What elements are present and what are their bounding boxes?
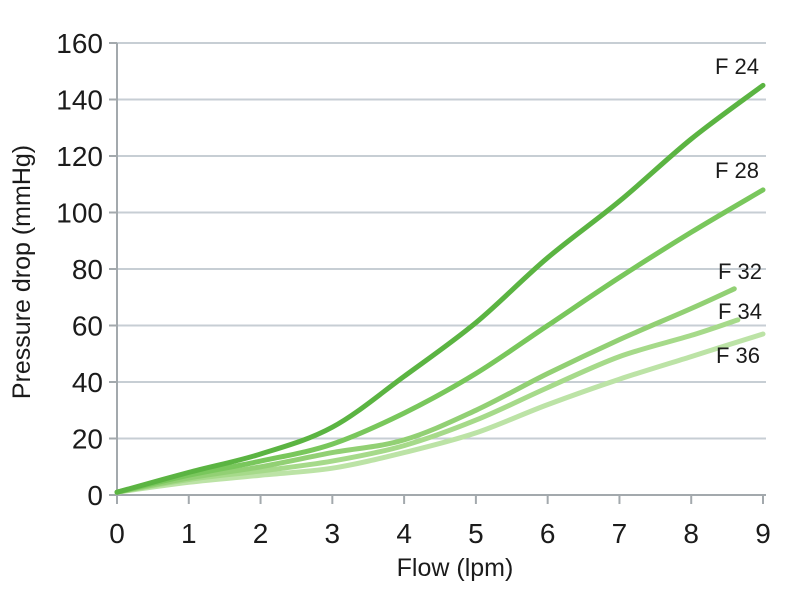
y-tick-label-80: 80 xyxy=(72,254,103,285)
x-tick-labels: 0 1 2 3 4 5 6 7 8 9 xyxy=(109,518,771,549)
series-labels: F 24 F 28 F 32 F 34 F 36 xyxy=(715,54,762,368)
x-tick-label-5: 5 xyxy=(468,518,484,549)
series-line-f-24 xyxy=(114,82,766,495)
x-tick-label-6: 6 xyxy=(540,518,556,549)
x-tick-label-4: 4 xyxy=(396,518,412,549)
x-tick-label-3: 3 xyxy=(325,518,341,549)
series-lines xyxy=(114,82,766,495)
series-label-f-28: F 28 xyxy=(715,158,759,183)
x-tick-label-7: 7 xyxy=(612,518,628,549)
x-axis-title: Flow (lpm) xyxy=(397,554,514,582)
y-tick-label-160: 160 xyxy=(56,28,103,59)
y-tick-label-100: 100 xyxy=(56,198,103,229)
y-tick-label-140: 140 xyxy=(56,85,103,116)
gridlines xyxy=(117,42,766,440)
series-label-f-36: F 36 xyxy=(716,343,760,368)
series-label-f-34: F 34 xyxy=(718,299,762,324)
y-tick-labels: 0 20 40 60 80 100 120 140 160 xyxy=(56,28,103,511)
series-line-f-32 xyxy=(114,286,737,495)
y-tick-label-60: 60 xyxy=(72,311,103,342)
x-tick-label-2: 2 xyxy=(253,518,269,549)
series-line-f-36 xyxy=(114,331,766,495)
y-tick-label-0: 0 xyxy=(87,480,103,511)
y-tick-label-40: 40 xyxy=(72,367,103,398)
series-line-f-28 xyxy=(114,187,766,495)
series-label-f-32: F 32 xyxy=(718,259,762,284)
y-axis-title: Pressure drop (mmHg) xyxy=(8,145,36,399)
x-tick-label-8: 8 xyxy=(683,518,699,549)
tick-marks xyxy=(109,42,764,504)
x-tick-label-9: 9 xyxy=(755,518,771,549)
y-tick-label-120: 120 xyxy=(56,141,103,172)
series-line-f-34 xyxy=(114,317,741,495)
x-tick-label-1: 1 xyxy=(181,518,197,549)
series-label-f-24: F 24 xyxy=(715,54,759,79)
y-tick-label-20: 20 xyxy=(72,424,103,455)
x-tick-label-0: 0 xyxy=(109,518,125,549)
